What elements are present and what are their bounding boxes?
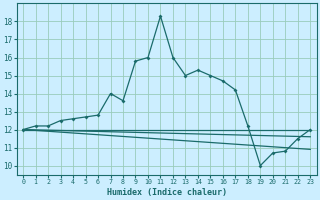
X-axis label: Humidex (Indice chaleur): Humidex (Indice chaleur): [107, 188, 227, 197]
